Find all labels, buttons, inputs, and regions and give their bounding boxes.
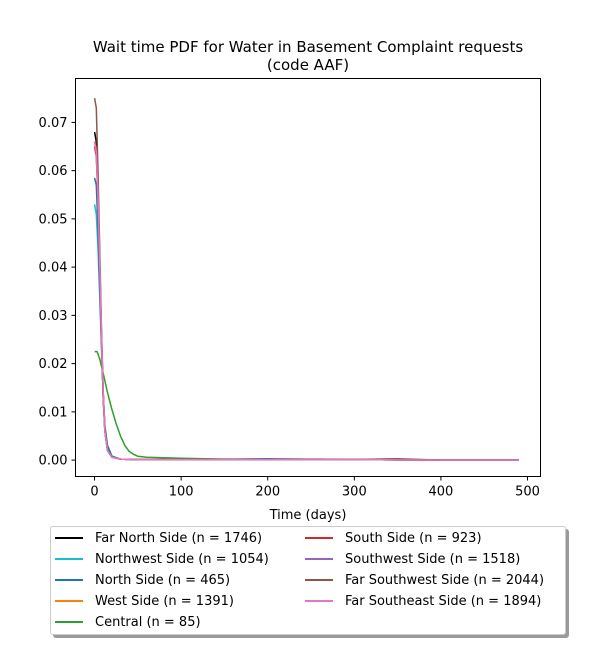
legend-swatch [305, 558, 333, 560]
series-line-1 [93, 131, 519, 461]
series-line-9 [93, 141, 519, 461]
legend-swatch [55, 537, 83, 539]
legend-label: Far North Side (n = 1746) [95, 530, 263, 546]
legend-item: Far Southwest Side (n = 2044) [305, 571, 544, 589]
y-tick-label: 0.05 [39, 212, 68, 227]
legend-label: Far Southeast Side (n = 1894) [345, 593, 542, 609]
y-tick-label: 0.00 [39, 454, 68, 469]
legend-swatch [55, 579, 83, 581]
legend-item: West Side (n = 1391) [55, 592, 234, 610]
series-line-3 [93, 177, 519, 461]
legend-label: Northwest Side (n = 1054) [95, 551, 269, 567]
series-line-6 [93, 146, 519, 461]
x-axis-ticks: 0 100 200 300 400 500 [90, 476, 540, 500]
y-tick-label: 0.02 [39, 357, 68, 372]
legend-item: Southwest Side (n = 1518) [305, 550, 520, 568]
legend-label: West Side (n = 1391) [95, 593, 234, 609]
series-line-2 [93, 204, 519, 461]
chart-legend: Far North Side (n = 1746) Northwest Side … [50, 526, 566, 635]
legend-item: Central (n = 85) [55, 613, 201, 631]
legend-label: North Side (n = 465) [95, 572, 231, 588]
x-tick-label: 300 [342, 485, 367, 500]
legend-item: Northwest Side (n = 1054) [55, 550, 269, 568]
y-tick-label: 0.04 [39, 261, 68, 276]
legend-item: South Side (n = 923) [305, 529, 482, 547]
x-axis-label: Time (days) [269, 508, 347, 523]
y-axis-ticks: 0.00 0.01 0.02 0.03 0.04 0.05 0.06 0.07 [39, 116, 76, 469]
legend-swatch [305, 579, 333, 581]
chart-title: Wait time PDF for Water in Basement Comp… [93, 38, 523, 56]
legend-swatch [55, 621, 83, 623]
legend-item: Far Southeast Side (n = 1894) [305, 592, 541, 610]
x-tick-label: 400 [429, 485, 454, 500]
chart-subtitle: (code AAF) [267, 56, 349, 74]
series-line-4 [93, 141, 519, 461]
series-line-8 [93, 98, 519, 461]
legend-swatch [55, 600, 83, 602]
legend-item: North Side (n = 465) [55, 571, 230, 589]
y-tick-label: 0.07 [39, 116, 68, 131]
legend-item: Far North Side (n = 1746) [55, 529, 262, 547]
y-tick-label: 0.01 [39, 405, 68, 420]
series-line-5 [94, 350, 519, 461]
legend-swatch [305, 600, 333, 602]
plot-lines [93, 98, 519, 461]
plot-frame [75, 78, 541, 477]
legend-swatch [55, 558, 83, 560]
x-tick-label: 200 [255, 485, 280, 500]
legend-label: Central (n = 85) [95, 614, 201, 630]
legend-label: Far Southwest Side (n = 2044) [345, 572, 545, 588]
y-tick-label: 0.03 [39, 309, 68, 324]
legend-label: Southwest Side (n = 1518) [345, 551, 521, 567]
legend-label: South Side (n = 923) [345, 530, 482, 546]
legend-swatch [305, 537, 333, 539]
x-tick-label: 500 [515, 485, 540, 500]
y-tick-label: 0.06 [39, 164, 68, 179]
series-line-7 [93, 141, 519, 461]
x-tick-label: 100 [169, 485, 194, 500]
x-tick-label: 0 [90, 485, 98, 500]
